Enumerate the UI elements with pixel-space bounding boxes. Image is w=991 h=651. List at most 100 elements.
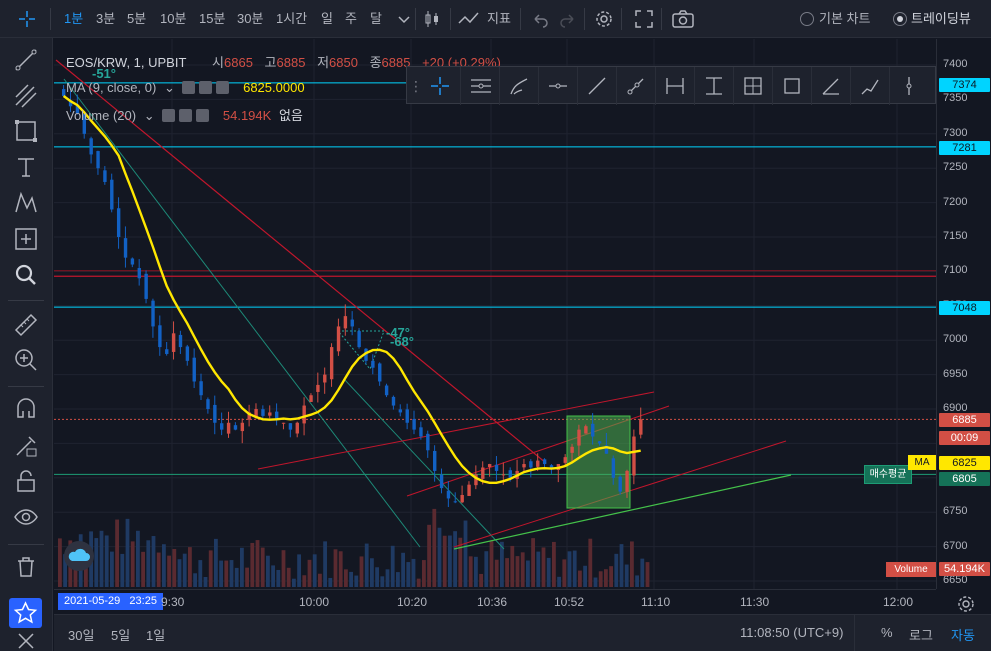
- zoom-in-icon[interactable]: [13, 347, 39, 373]
- interval-day[interactable]: 일: [321, 11, 333, 26]
- ruler-icon[interactable]: [13, 312, 39, 338]
- settings-gear-icon[interactable]: [956, 594, 976, 614]
- lock-drawing-icon[interactable]: [13, 433, 39, 459]
- log-toggle[interactable]: 로그: [909, 628, 933, 643]
- eye-icon[interactable]: [13, 504, 39, 530]
- cloud-icon[interactable]: [64, 541, 94, 571]
- vertical-line-icon[interactable]: [889, 67, 928, 105]
- volume-legend[interactable]: Volume (20) ⌄ 54.194K 없음: [66, 105, 307, 124]
- volume-bar: [318, 573, 322, 587]
- volume-bar: [130, 541, 135, 587]
- volume-bar: [531, 538, 535, 587]
- ma-value: 6825.0000: [243, 80, 305, 95]
- interval-1m[interactable]: 1분: [64, 11, 84, 26]
- volume-bar: [307, 559, 312, 587]
- gear-icon[interactable]: [179, 109, 193, 122]
- candle-body: [460, 495, 464, 503]
- volume-bar: [489, 540, 494, 587]
- volume-bar: [297, 554, 301, 587]
- volume-label: Volume (20): [66, 108, 137, 123]
- redo-icon[interactable]: [558, 9, 578, 29]
- drag-handle[interactable]: ⋮: [409, 78, 423, 94]
- volume-bar: [453, 531, 457, 587]
- range-30d[interactable]: 30일: [68, 628, 95, 643]
- chevron-down-icon[interactable]: ⌄: [143, 108, 155, 123]
- price-tick: 6650: [943, 574, 968, 586]
- trend-line-icon[interactable]: [577, 67, 616, 105]
- basic-chart-label[interactable]: 기본 차트: [819, 11, 871, 26]
- parallel-lines-icon[interactable]: [13, 83, 39, 109]
- trend-angle-icon[interactable]: [811, 67, 850, 105]
- interval-month[interactable]: 달: [370, 11, 382, 26]
- brush-icon[interactable]: [499, 67, 538, 105]
- range-1d[interactable]: 1일: [146, 628, 166, 643]
- buy-average-badge[interactable]: 매수평균: [864, 465, 912, 484]
- eye-icon[interactable]: [182, 81, 196, 94]
- interval-30m[interactable]: 30분: [237, 11, 264, 26]
- gear-icon[interactable]: [594, 9, 614, 29]
- close-icon[interactable]: [216, 81, 230, 94]
- percent-toggle[interactable]: %: [881, 625, 893, 640]
- camera-icon[interactable]: [672, 9, 694, 29]
- rectangle-icon[interactable]: [13, 118, 39, 144]
- horizontal-ray-icon[interactable]: [538, 67, 577, 105]
- trend-line-icon[interactable]: [13, 47, 39, 73]
- text-icon[interactable]: [13, 154, 39, 180]
- price-range-icon[interactable]: [694, 67, 733, 105]
- tradingview-label[interactable]: 트레이딩뷰: [911, 11, 971, 26]
- candles-icon[interactable]: [422, 9, 442, 29]
- interval-5m[interactable]: 5분: [127, 11, 147, 26]
- time-axis[interactable]: 2021-05-29 23:25 9:30 10:00 10:20 10:36 …: [54, 589, 936, 613]
- date-range-icon[interactable]: [655, 67, 694, 105]
- ma-tag-name: MA: [908, 455, 936, 470]
- candle-body: [68, 100, 73, 107]
- close-icon[interactable]: [13, 630, 39, 650]
- tradingview-radio[interactable]: [893, 12, 907, 26]
- volume-bar: [494, 559, 499, 587]
- basic-chart-radio[interactable]: [800, 12, 814, 26]
- date-price-range-icon[interactable]: [733, 67, 772, 105]
- undo-icon[interactable]: [530, 9, 550, 29]
- crosshair-icon[interactable]: [421, 67, 460, 105]
- lock-icon[interactable]: [13, 468, 39, 494]
- indicators-icon[interactable]: [458, 9, 479, 29]
- interval-week[interactable]: 주: [345, 11, 357, 26]
- chevron-down-icon[interactable]: ⌄: [163, 80, 175, 95]
- volume-bar: [193, 573, 197, 587]
- chevron-down-icon[interactable]: [394, 9, 414, 29]
- ma-legend[interactable]: MA (9, close, 0) ⌄ 6825.0000: [66, 80, 309, 96]
- path-icon[interactable]: [850, 67, 889, 105]
- crosshair-icon[interactable]: [17, 9, 37, 29]
- interval-10m[interactable]: 10분: [160, 11, 187, 26]
- indicators-button[interactable]: 지표: [487, 11, 511, 26]
- rectangle-icon[interactable]: [772, 67, 811, 105]
- pattern-icon[interactable]: [13, 190, 39, 216]
- close-icon[interactable]: [196, 109, 210, 122]
- magnet-icon[interactable]: [13, 398, 39, 424]
- eye-icon[interactable]: [162, 109, 176, 122]
- volume-bar: [141, 551, 145, 587]
- trash-icon[interactable]: [13, 554, 39, 580]
- ray-icon[interactable]: [616, 67, 655, 105]
- price-chart[interactable]: EOS/KRW, 1, UPBIT 시6865 고6885 저6850 종688…: [54, 39, 936, 589]
- measure-icon[interactable]: [13, 226, 39, 252]
- search-icon[interactable]: [13, 262, 39, 288]
- price-axis[interactable]: 7400735073007250720071507100705070006950…: [936, 39, 991, 612]
- volume-bar: [146, 540, 151, 587]
- fullscreen-icon[interactable]: [634, 9, 654, 29]
- interval-1h[interactable]: 1시간: [276, 11, 308, 26]
- volume-bar: [162, 544, 166, 587]
- price-tick: 7300: [943, 126, 968, 139]
- range-5d[interactable]: 5일: [111, 628, 131, 643]
- horizontal-lines-icon[interactable]: [460, 67, 499, 105]
- candle-body: [494, 464, 499, 471]
- auto-toggle[interactable]: 자동: [951, 628, 975, 643]
- time-label: 10:36: [477, 595, 508, 609]
- interval-15m[interactable]: 15분: [199, 11, 226, 26]
- volume-bar: [156, 552, 161, 587]
- gear-icon[interactable]: [199, 81, 213, 94]
- favorites-button[interactable]: [9, 598, 42, 628]
- chart-canvas[interactable]: [54, 39, 936, 589]
- low-label: 저: [317, 55, 330, 70]
- interval-3m[interactable]: 3분: [96, 11, 116, 26]
